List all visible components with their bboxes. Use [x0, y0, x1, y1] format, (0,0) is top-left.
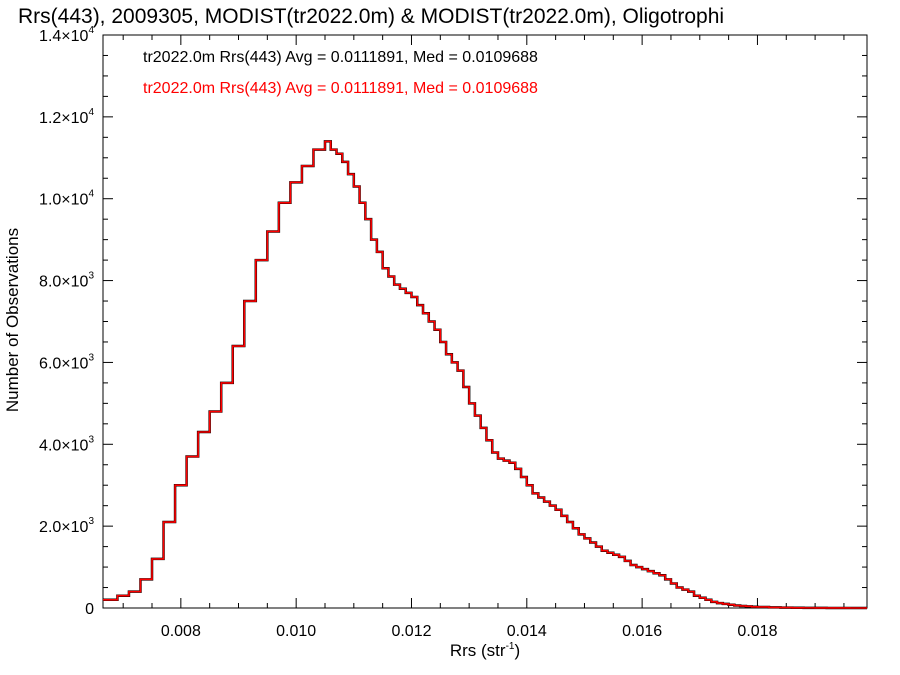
y-tick-exponent: 4 — [88, 189, 94, 200]
series-line-0 — [103, 140, 867, 610]
y-tick-mantissa: 1.2×10 — [39, 110, 88, 127]
y-tick-exponent: 3 — [88, 271, 94, 282]
x-axis-label-tail: ) — [514, 641, 520, 660]
y-tick-exponent: 4 — [88, 25, 94, 36]
y-tick-mantissa: 8.0×10 — [39, 274, 88, 291]
chart-title: Rrs(443), 2009305, MODIST(tr2022.0m) & M… — [18, 5, 724, 28]
y-tick-mantissa: 0 — [85, 601, 94, 618]
y-tick-mantissa: 4.0×10 — [39, 437, 88, 454]
y-tick-exponent: 3 — [88, 434, 94, 445]
x-axis-label: Rrs (str-1) — [450, 641, 520, 660]
y-tick-mantissa: 2.0×10 — [39, 519, 88, 536]
x-tick-label: 0.010 — [276, 623, 316, 640]
y-tick-label: 0 — [85, 601, 94, 618]
y-tick-label: 4.0×103 — [39, 434, 94, 454]
y-tick-exponent: 4 — [88, 107, 94, 118]
y-tick-mantissa: 1.4×10 — [39, 28, 88, 45]
x-axis-label-text: Rrs (str — [450, 641, 506, 660]
y-tick-label: 1.2×104 — [39, 107, 94, 127]
y-tick-mantissa: 6.0×10 — [39, 355, 88, 372]
y-axis-label: Number of Observations — [3, 228, 22, 412]
x-tick-label: 0.016 — [622, 623, 662, 640]
y-tick-label: 1.4×104 — [39, 25, 94, 45]
y-tick-exponent: 3 — [88, 352, 94, 363]
x-axis-label-sup: -1 — [506, 641, 515, 652]
y-tick-exponent: 3 — [88, 516, 94, 527]
histogram-series — [103, 140, 867, 610]
x-axis-ticks: 0.008 0.010 0.012 0.014 0.016 0.018 — [122, 35, 845, 640]
series-line-1 — [103, 140, 867, 609]
y-tick-mantissa: 1.0×10 — [39, 192, 88, 209]
annotation-black: tr2022.0m Rrs(443) Avg = 0.0111891, Med … — [143, 49, 538, 66]
x-tick-label: 0.014 — [507, 623, 547, 640]
annotation-red: tr2022.0m Rrs(443) Avg = 0.0111891, Med … — [143, 80, 538, 97]
y-tick-label: 8.0×103 — [39, 271, 94, 291]
y-tick-label: 2.0×103 — [39, 516, 94, 536]
x-tick-label: 0.008 — [161, 623, 201, 640]
y-axis-ticks: 02.0×1034.0×1036.0×1038.0×1031.0×1041.2×… — [39, 25, 867, 618]
x-tick-label: 0.018 — [737, 623, 777, 640]
y-tick-label: 1.0×104 — [39, 189, 94, 209]
y-tick-label: 6.0×103 — [39, 352, 94, 372]
x-tick-label: 0.012 — [391, 623, 431, 640]
plot-frame — [102, 34, 868, 609]
